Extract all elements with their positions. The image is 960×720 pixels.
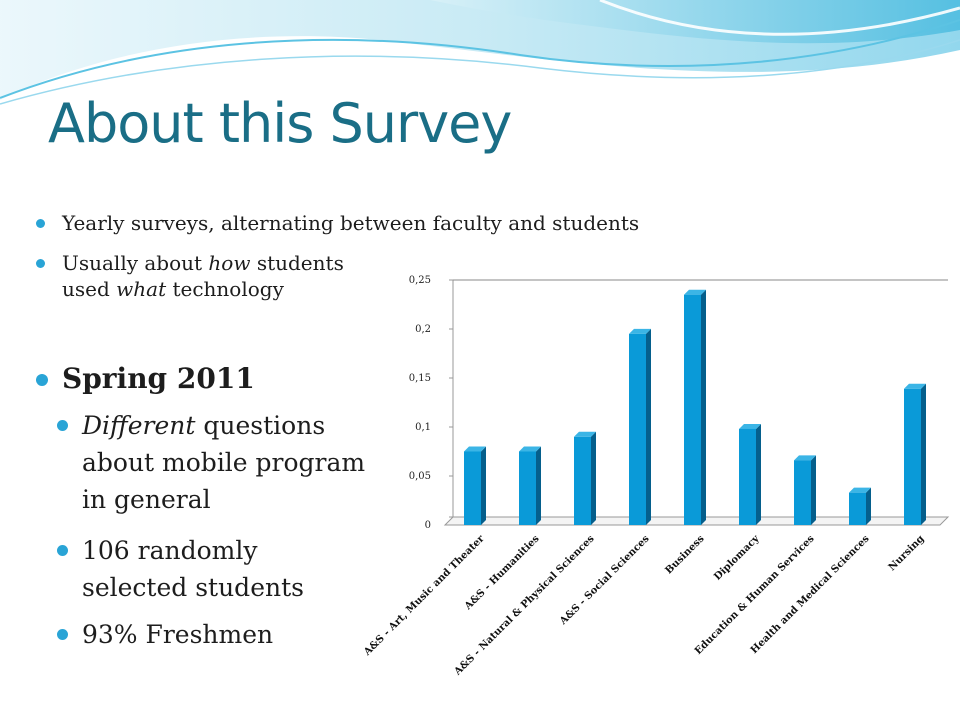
bullet-line: in general: [82, 485, 211, 514]
bar-side: [536, 446, 541, 525]
bullet-yearly-surveys: Yearly surveys, alternating between facu…: [36, 210, 640, 236]
x-category-label: A&S - Art, Music and Theater: [361, 533, 487, 659]
bar: [739, 428, 756, 525]
bar-top: [739, 423, 761, 429]
bar: [519, 451, 536, 525]
text-fragment: students: [250, 251, 344, 275]
emphasis-text: Different: [82, 411, 196, 440]
bar-side: [591, 431, 596, 525]
x-category-label: Diplomacy: [712, 533, 762, 583]
bar-side: [811, 455, 816, 525]
emphasis-text: what: [116, 277, 167, 301]
bullet-line: selected students: [82, 573, 304, 602]
subbullet-different-questions: Different questions about mobile program…: [57, 407, 366, 518]
x-category-label: Business: [663, 533, 706, 576]
bullet-dot: [57, 545, 68, 556]
bullet-line: Different questions: [82, 407, 365, 444]
y-tick-label: 0,15: [409, 373, 431, 384]
bar-top: [849, 487, 871, 493]
bar: [684, 294, 701, 525]
text-fragment: technology: [166, 277, 284, 301]
y-tick-label: 0,25: [409, 275, 431, 286]
bullet-text: Yearly surveys, alternating between facu…: [62, 211, 640, 235]
text-fragment: questions: [195, 411, 326, 440]
bullet-text: Spring 2011: [62, 362, 255, 395]
y-tick-label: 0: [425, 520, 431, 531]
bullet-dot: [57, 629, 68, 640]
bar-top: [794, 455, 816, 461]
bar: [629, 333, 646, 525]
bar-side: [921, 383, 926, 525]
bar-top: [464, 446, 486, 452]
bullet-line: used what technology: [62, 276, 344, 302]
slide-title: About this Survey: [48, 92, 512, 155]
bullet-usually-about: Usually about how students used what tec…: [36, 250, 344, 302]
emphasis-text: how: [208, 251, 251, 275]
x-category-label: Nursing: [887, 533, 927, 573]
bullet-line: 106 randomly: [82, 536, 258, 565]
bar-top: [519, 446, 541, 452]
bullet-dot: [36, 374, 48, 386]
bullet-spring-2011: Spring 2011: [36, 362, 255, 396]
x-category-label: A&S - Social Sciences: [557, 533, 652, 628]
bar-top: [684, 289, 706, 295]
bar-side: [646, 328, 651, 525]
bar: [794, 460, 811, 525]
y-tick-label: 0,2: [415, 324, 431, 335]
bar-top: [904, 383, 926, 389]
bullet-dot: [36, 259, 45, 268]
subbullet-freshmen: 93% Freshmen: [57, 616, 274, 653]
bullet-dot: [57, 420, 68, 431]
bar-side: [701, 289, 706, 525]
bar: [849, 492, 866, 525]
bullet-line: Usually about how students: [62, 250, 344, 276]
bar-side: [481, 446, 486, 525]
text-fragment: used: [62, 277, 117, 301]
bar: [574, 436, 591, 525]
x-category-label: Health and Medical Sciences: [749, 533, 872, 656]
y-tick-label: 0,1: [415, 422, 431, 433]
bullet-text: 93% Freshmen: [82, 620, 274, 649]
y-tick-label: 0,05: [409, 471, 431, 482]
text-fragment: Usually about: [62, 251, 209, 275]
x-category-label: Education & Human Services: [693, 533, 817, 657]
bullet-line: about mobile program: [82, 448, 366, 477]
bar-top: [629, 328, 651, 334]
subbullet-106-students: 106 randomly selected students: [57, 532, 304, 606]
bar-top: [574, 431, 596, 437]
bar-side: [756, 423, 761, 525]
bar: [464, 451, 481, 525]
bullet-dot: [36, 219, 45, 228]
bar: [904, 388, 921, 525]
bar-side: [866, 487, 871, 525]
